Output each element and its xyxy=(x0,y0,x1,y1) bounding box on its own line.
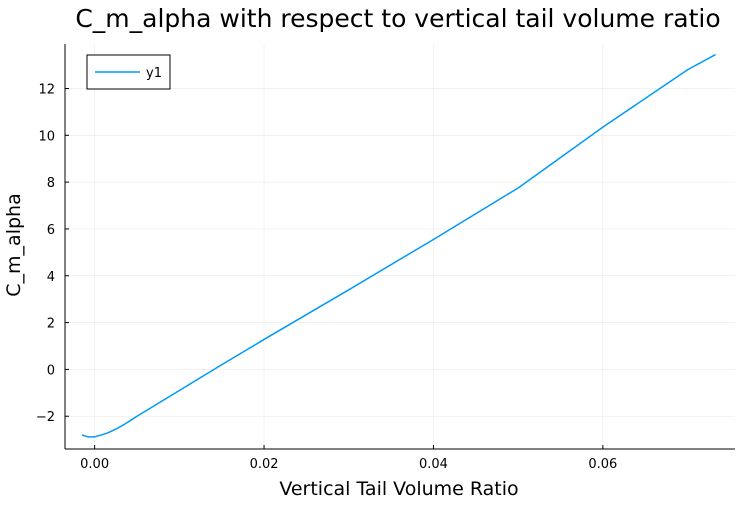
y-axis-title: C_m_alpha xyxy=(3,193,25,296)
series-group xyxy=(81,53,716,438)
y-tick-label: 4 xyxy=(47,270,55,285)
legend: y1 xyxy=(86,54,171,90)
y-tick-label: 12 xyxy=(38,82,55,97)
ticks: 0.00 0.02 0.04 0.06 −2 0 2 4 6 8 10 12 xyxy=(36,82,618,472)
y-tick-label: 6 xyxy=(47,223,55,238)
y-tick-label: 2 xyxy=(47,317,55,332)
grid xyxy=(65,44,735,449)
x-tick-label: 0.04 xyxy=(419,457,448,472)
y-tick-label: 10 xyxy=(38,129,55,144)
legend-series-label: y1 xyxy=(146,66,162,81)
y-tick-label: 8 xyxy=(47,176,55,191)
x-tick-label: 0.06 xyxy=(588,457,617,472)
series-line-y1 xyxy=(81,53,716,438)
axes xyxy=(64,44,735,450)
x-tick-label: 0.00 xyxy=(80,457,109,472)
y-tick-label: −2 xyxy=(36,410,55,425)
x-tick-label: 0.02 xyxy=(250,457,279,472)
chart-title: C_m_alpha with respect to vertical tail … xyxy=(75,4,720,33)
y-tick-label: 0 xyxy=(47,363,55,378)
x-axis-title: Vertical Tail Volume Ratio xyxy=(279,478,518,500)
